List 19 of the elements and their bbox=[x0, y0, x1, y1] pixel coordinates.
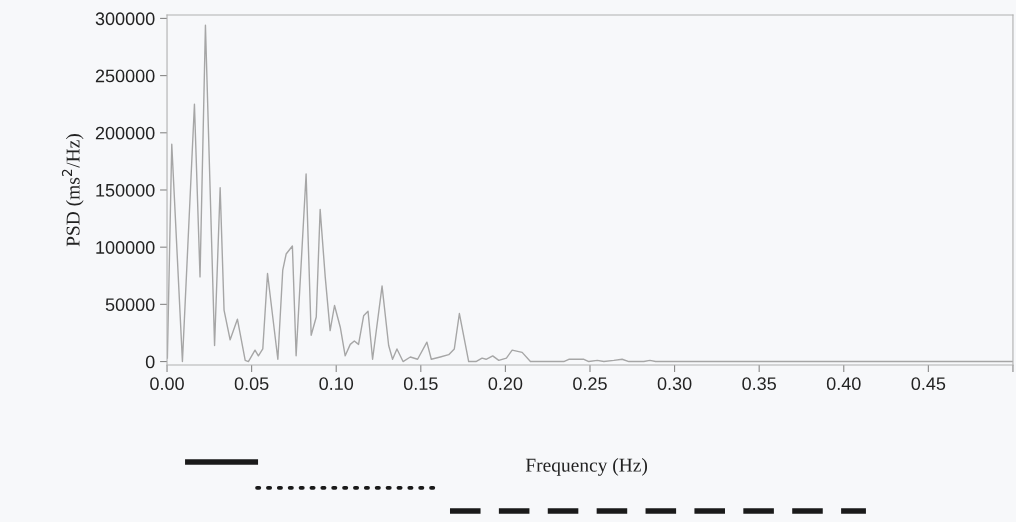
x-tick-label: 0.15 bbox=[403, 377, 438, 391]
y-tick-label: 150000 bbox=[96, 183, 155, 197]
x-tick-label: 0.35 bbox=[742, 377, 776, 391]
x-tick-label: 0.00 bbox=[150, 377, 184, 391]
x-tick-label: 0.40 bbox=[826, 377, 861, 391]
x-tick-label: 0.05 bbox=[234, 377, 269, 391]
y-tick-label: 50000 bbox=[105, 298, 155, 312]
x-tick-label: 0.30 bbox=[657, 377, 692, 391]
y-tick-label: 300000 bbox=[95, 12, 155, 26]
y-tick-label: 0 bbox=[145, 355, 155, 369]
y-tick-label: 250000 bbox=[95, 69, 155, 83]
y-tick-label: 200000 bbox=[95, 126, 155, 140]
x-tick-label: 0.25 bbox=[573, 377, 607, 391]
x-tick-label: 0.10 bbox=[319, 377, 354, 391]
x-tick-label: 0.45 bbox=[911, 377, 946, 391]
y-tick-label: 100000 bbox=[96, 241, 155, 254]
x-axis-title: Frequency (Hz) bbox=[525, 458, 648, 476]
y-axis-title: PSD (ms$^{2}$/Hz) bbox=[61, 134, 84, 247]
x-tick-label: 0.20 bbox=[488, 377, 523, 391]
